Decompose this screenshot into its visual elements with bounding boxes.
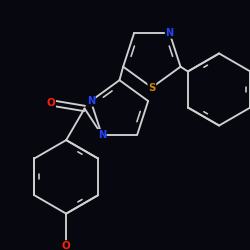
Text: O: O bbox=[46, 98, 55, 108]
Text: S: S bbox=[148, 82, 156, 92]
Text: O: O bbox=[62, 241, 70, 250]
Text: N: N bbox=[166, 28, 173, 38]
Text: N: N bbox=[98, 130, 106, 140]
Text: N: N bbox=[87, 96, 95, 106]
